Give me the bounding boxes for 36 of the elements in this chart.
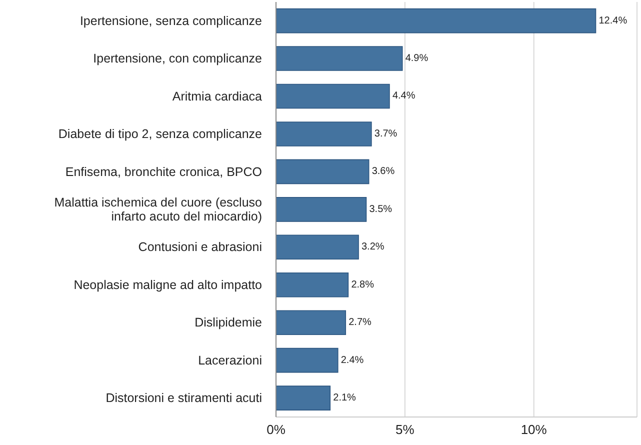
data-label: 2.1% xyxy=(333,392,356,404)
y-tick-label: Ipertensione, con complicanze xyxy=(93,52,262,66)
y-tick-label: Ipertensione, senza complicanze xyxy=(80,14,262,28)
bar xyxy=(276,348,338,373)
x-tick-label: 0% xyxy=(266,422,286,438)
data-label: 3.5% xyxy=(369,204,392,215)
y-tick-label: Malattia ischemica del cuore (escluso infarto acuto del miocardio) xyxy=(54,196,262,224)
data-label: 2.4% xyxy=(340,354,364,366)
bar xyxy=(276,272,349,298)
data-label: 2.8% xyxy=(351,279,374,290)
y-tick-label: Lacerazioni xyxy=(198,353,262,368)
data-label: 3.2% xyxy=(362,242,384,253)
y-tick-label: Distorsioni e stiramenti acuti xyxy=(106,391,262,406)
bar xyxy=(276,46,403,71)
bar xyxy=(276,197,367,222)
bar xyxy=(276,386,331,410)
bar xyxy=(276,122,372,146)
data-label: 4.9% xyxy=(405,53,428,64)
bar xyxy=(276,234,359,260)
y-tick-label: Aritmia cardiaca xyxy=(172,89,262,104)
bar xyxy=(276,310,346,336)
bar xyxy=(276,159,370,184)
data-label: 2.7% xyxy=(348,317,372,328)
x-tick-label: 5% xyxy=(396,422,415,438)
x-tick-label: 10% xyxy=(520,422,548,438)
y-tick-label: Enfisema, bronchite cronica, BPCO xyxy=(65,164,262,179)
y-tick-label: Contusioni e abrasioni xyxy=(138,240,262,254)
bar xyxy=(276,84,390,109)
y-tick-label: Diabete di tipo 2, senza complicanze xyxy=(58,127,262,142)
data-label: 12.4% xyxy=(598,15,628,26)
data-label: 3.6% xyxy=(372,166,395,178)
data-label: 3.7% xyxy=(374,128,398,140)
y-tick-label: Dislipidemie xyxy=(194,316,262,330)
data-label: 4.4% xyxy=(392,90,416,102)
bar xyxy=(276,8,596,34)
y-tick-label: Neoplasie maligne ad alto impatto xyxy=(74,278,262,292)
